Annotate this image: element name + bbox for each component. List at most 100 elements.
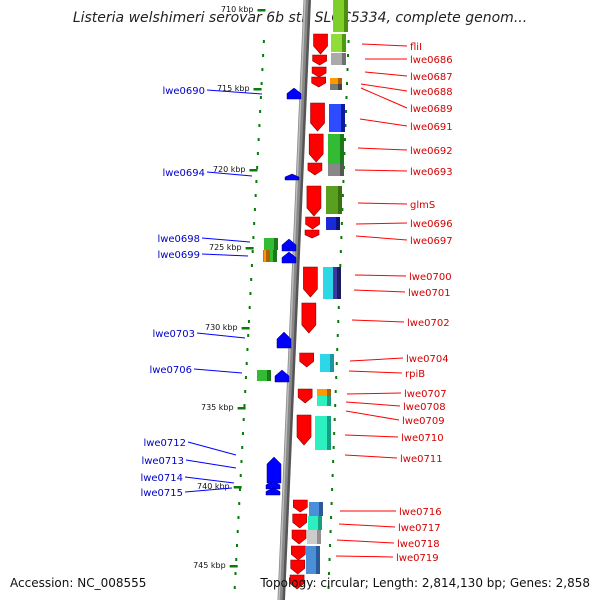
ruler-dot [343,152,346,155]
leader-line [361,43,408,47]
ruler-dot [254,194,257,197]
leader-line [193,368,243,374]
forward-gene-arrow [313,33,328,55]
ruler-dot [244,390,247,393]
cog-box [330,78,342,85]
ruler-dot [335,376,338,379]
cog-box-edge [338,78,342,85]
ruler-dot [251,250,254,253]
gene-label-lwe0713: lwe0713 [141,456,184,467]
cog-box [317,389,331,397]
forward-gene-arrow [303,266,318,298]
leader-line [338,523,396,528]
kbp-label: 725 kbp [209,243,242,252]
leader-line [201,237,251,243]
forward-gene-arrow [296,414,312,446]
gene-label-lwe0710: lwe0710 [401,433,444,444]
kbp-label: 715 kbp [217,84,250,93]
gene-label-lwe0690: lwe0690 [162,86,205,97]
cog-box-edge [319,502,323,516]
leader-line [360,87,408,109]
ruler-dot [234,572,237,575]
ruler-dot [247,320,250,323]
ruler-dot [246,348,249,351]
kbp-label: 730 kbp [205,323,238,332]
gene-label-lwe0703: lwe0703 [152,329,195,340]
reverse-gene-arrow [265,480,281,490]
cog-box-edge [337,267,341,299]
gene-label-lwe0704: lwe0704 [406,354,449,365]
forward-gene-arrow [297,388,313,404]
cog-box-edge [338,84,342,90]
cog-box-edge [316,546,320,574]
leader-line [357,202,408,205]
leader-line [348,370,403,374]
cog-box-edge [317,530,321,544]
cog-box [257,370,271,381]
ruler-dot [328,558,331,561]
reverse-gene-arrow [266,456,282,484]
kbp-label: 740 kbp [197,482,230,491]
ruler-dot [233,586,236,589]
ruler-dot [337,320,340,323]
kbp-tick [257,9,266,12]
kbp-label: 720 kbp [213,165,246,174]
gene-label-glmS: glmS [410,200,435,211]
gene-label-fliI: fliI [410,42,422,53]
ruler-dot [253,222,256,225]
ruler-dot [248,306,251,309]
kbp-tick [229,565,238,568]
reverse-gene-arrow [281,251,297,264]
ruler-dot [260,82,263,85]
cog-box-edge [340,164,344,176]
leader-line [346,392,402,395]
ruler-dot [329,530,332,533]
reverse-gene-arrow [284,173,300,181]
leader-line [187,441,237,456]
ruler-dot [341,194,344,197]
ruler-dot [240,460,243,463]
gene-label-lwe0717: lwe0717 [398,523,441,534]
ruler-dot [262,40,265,43]
ruler-dot [334,390,337,393]
ruler-dot [346,68,349,71]
cog-box-edge [338,186,342,214]
gene-label-lwe0702: lwe0702 [407,318,450,329]
gene-label-lwe0691: lwe0691 [410,122,453,133]
gene-label-lwe0686: lwe0686 [410,55,453,66]
ruler-dot [241,446,244,449]
gene-label-lwe0698: lwe0698 [157,234,200,245]
forward-gene-arrow [301,302,317,334]
forward-gene-arrow [312,54,327,66]
ruler-dot [259,96,262,99]
leader-line [344,434,399,438]
gene-label-lwe0709: lwe0709 [402,416,445,427]
gene-label-lwe0694: lwe0694 [162,168,205,179]
kbp-tick [249,169,258,172]
ruler-dot [239,474,242,477]
ruler-dot [250,264,253,267]
map-title: Listeria welshimeri serovar 6b str. SLCC… [72,10,528,26]
ruler-dot [255,180,258,183]
ruler-dot [258,124,261,127]
ruler-dot [333,418,336,421]
leader-line [184,476,235,484]
leader-line [359,118,408,127]
ruler-dot [256,152,259,155]
ruler-dot [238,502,241,505]
gene-label-rpiB: rpiB [405,369,425,380]
kbp-tick [233,486,242,489]
cog-box-edge [327,396,331,406]
leader-line [336,539,395,544]
ruler-dot [340,222,343,225]
gene-label-lwe0699: lwe0699 [157,250,200,261]
backbone [277,0,309,600]
kbp-label: 710 kbp [221,5,254,14]
ruler-dot [343,138,346,141]
ruler-dot [261,68,264,71]
leader-line [345,410,400,421]
ruler-dot [243,404,246,407]
ruler-dot [241,432,244,435]
ruler-dot [344,110,347,113]
